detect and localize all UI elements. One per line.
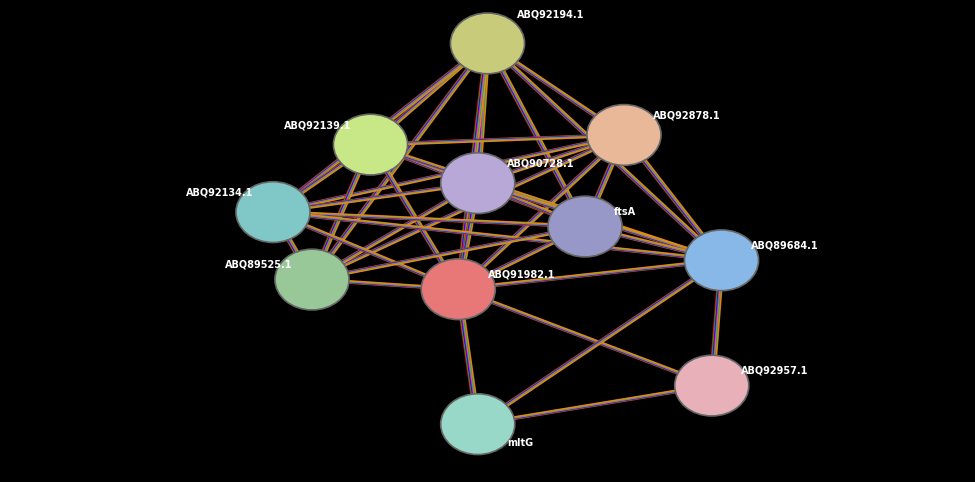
Text: ABQ89525.1: ABQ89525.1 [225,260,292,270]
Ellipse shape [548,196,622,257]
Text: mltG: mltG [507,438,533,448]
Ellipse shape [587,105,661,165]
Ellipse shape [333,114,408,175]
Ellipse shape [675,355,749,416]
Text: ABQ92957.1: ABQ92957.1 [741,366,808,376]
Text: ABQ92134.1: ABQ92134.1 [186,187,254,198]
Text: ABQ92139.1: ABQ92139.1 [284,120,351,130]
Text: ABQ92878.1: ABQ92878.1 [653,110,721,120]
Ellipse shape [441,153,515,214]
Ellipse shape [236,182,310,242]
Ellipse shape [275,249,349,310]
Ellipse shape [450,13,525,74]
Text: ABQ91982.1: ABQ91982.1 [488,269,555,280]
Text: ABQ92194.1: ABQ92194.1 [517,9,584,19]
Ellipse shape [441,394,515,455]
Text: ABQ89684.1: ABQ89684.1 [751,241,818,251]
Text: ftsA: ftsA [614,207,637,217]
Ellipse shape [421,259,495,320]
Text: ABQ90728.1: ABQ90728.1 [507,159,574,169]
Ellipse shape [684,230,759,291]
